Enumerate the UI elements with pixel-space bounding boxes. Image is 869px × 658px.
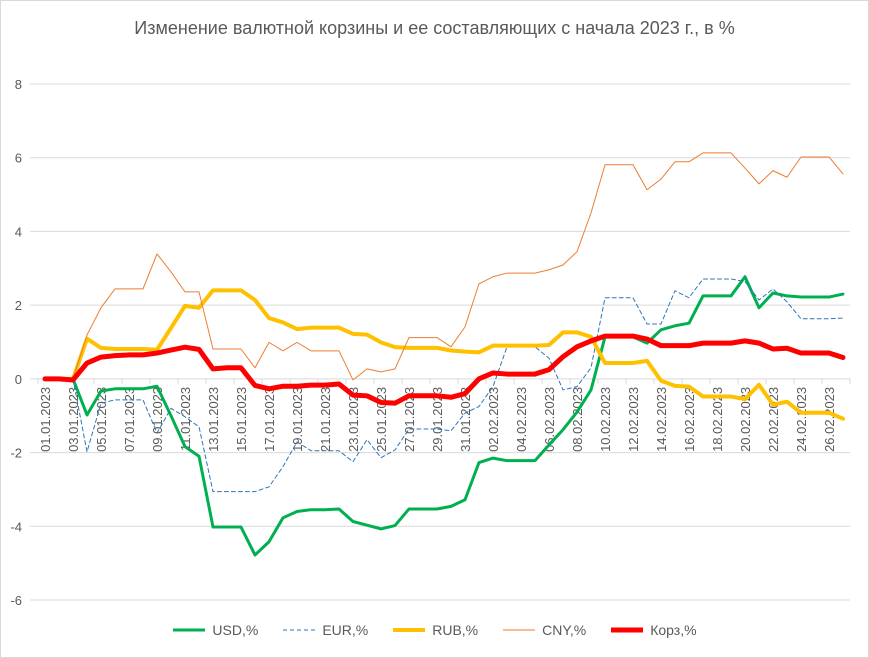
x-tick-label: 11.01.2023 — [178, 387, 193, 451]
x-tick-label: 10.02.2023 — [598, 387, 613, 452]
legend-label: RUB,% — [432, 622, 479, 638]
series-line-usd — [43, 275, 845, 557]
x-tick-label: 27.01.2023 — [402, 387, 417, 452]
legend-item: CNY,% — [502, 622, 586, 638]
x-tick-label: 21.01.2023 — [318, 387, 333, 452]
y-tick-label: 4 — [15, 224, 22, 239]
x-tick-label: 05.01.2023 — [94, 387, 109, 452]
chart-title: Изменение валютной корзины и ее составля… — [134, 18, 735, 38]
y-tick-label: 6 — [15, 151, 22, 166]
x-tick-label: 25.01.2023 — [374, 387, 389, 452]
y-tick-label: -4 — [10, 519, 22, 534]
x-tick-label: 04.02.2023 — [514, 387, 529, 452]
x-tick-label: 14.02.2023 — [654, 387, 669, 452]
x-tick-label: 15.01.2023 — [234, 387, 249, 452]
x-tick-label: 17.01.2023 — [262, 387, 277, 452]
legend-item: RUB,% — [392, 622, 478, 638]
series-line-rub — [43, 288, 845, 421]
x-tick-label: 23.01.2023 — [346, 387, 361, 452]
y-tick-label: 8 — [15, 77, 22, 92]
x-tick-label: 07.01.2023 — [122, 387, 137, 452]
x-tick-label: 24.02.2023 — [794, 387, 809, 452]
legend-label: Корз,% — [650, 622, 697, 638]
legend-item: Корз,% — [610, 622, 697, 638]
x-tick-label: 02.02.2023 — [486, 387, 501, 452]
legend-item: EUR,% — [282, 622, 368, 638]
x-tick-label: 20.02.2023 — [738, 387, 753, 452]
series-line-корз — [42, 333, 846, 406]
x-tick-label: 19.01.2023 — [290, 387, 305, 452]
x-tick-label: 18.02.2023 — [710, 387, 725, 452]
y-tick-label: -2 — [10, 446, 22, 461]
x-tick-label: 29.01.2023 — [430, 387, 445, 452]
x-tick-label: 13.01.2023 — [206, 387, 221, 452]
y-tick-label: 0 — [15, 372, 22, 387]
x-tick-label: 31.01.2023 — [458, 387, 473, 452]
x-tick-label: 01.01.2023 — [38, 387, 53, 452]
legend-label: USD,% — [212, 622, 259, 638]
y-tick-label: 2 — [15, 298, 22, 313]
legend-item: USD,% — [172, 622, 258, 638]
x-tick-label: 12.02.2023 — [626, 387, 641, 452]
legend-swatch — [173, 628, 206, 632]
legend-swatch — [393, 628, 426, 632]
legend-label: CNY,% — [542, 622, 587, 638]
legend-swatch — [611, 627, 644, 633]
x-tick-label: 26.02.2023 — [822, 387, 837, 452]
legend-swatch — [503, 629, 536, 631]
series-line-eur — [44, 278, 844, 493]
legend: USD,% EUR,% RUB,% CNY,% Корз,% — [0, 622, 869, 638]
y-tick-label: -6 — [10, 593, 22, 608]
x-tick-label: 09.01.2023 — [150, 387, 165, 452]
legend-swatch — [283, 629, 316, 631]
series-line-cny — [44, 152, 844, 381]
x-tick-label: 06.02.2023 — [542, 387, 557, 452]
x-tick-label: 16.02.2023 — [682, 387, 697, 452]
legend-label: EUR,% — [322, 622, 369, 638]
